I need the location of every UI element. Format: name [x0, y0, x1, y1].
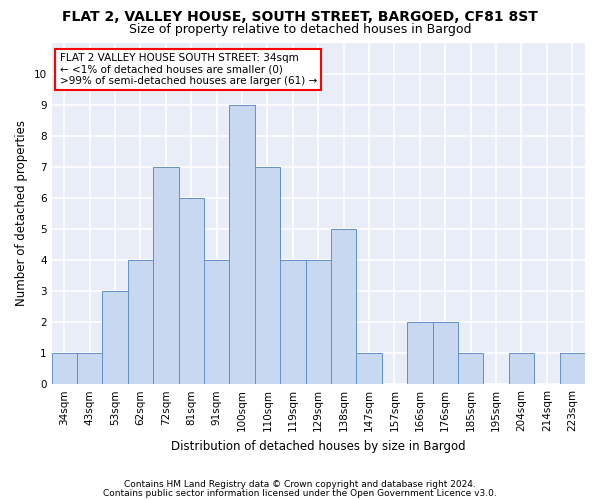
Bar — [128, 260, 153, 384]
Text: FLAT 2 VALLEY HOUSE SOUTH STREET: 34sqm
← <1% of detached houses are smaller (0): FLAT 2 VALLEY HOUSE SOUTH STREET: 34sqm … — [59, 53, 317, 86]
Y-axis label: Number of detached properties: Number of detached properties — [15, 120, 28, 306]
Bar — [52, 353, 77, 384]
Bar — [305, 260, 331, 384]
Bar — [407, 322, 433, 384]
Bar — [331, 229, 356, 384]
Bar — [280, 260, 305, 384]
Bar — [458, 353, 484, 384]
Bar — [204, 260, 229, 384]
Text: Size of property relative to detached houses in Bargod: Size of property relative to detached ho… — [129, 22, 471, 36]
Text: FLAT 2, VALLEY HOUSE, SOUTH STREET, BARGOED, CF81 8ST: FLAT 2, VALLEY HOUSE, SOUTH STREET, BARG… — [62, 10, 538, 24]
Bar — [229, 104, 255, 384]
Bar — [255, 166, 280, 384]
Bar — [103, 291, 128, 384]
Bar — [509, 353, 534, 384]
X-axis label: Distribution of detached houses by size in Bargod: Distribution of detached houses by size … — [171, 440, 466, 452]
Bar — [560, 353, 585, 384]
Bar — [77, 353, 103, 384]
Bar — [356, 353, 382, 384]
Bar — [153, 166, 179, 384]
Bar — [179, 198, 204, 384]
Text: Contains public sector information licensed under the Open Government Licence v3: Contains public sector information licen… — [103, 488, 497, 498]
Text: Contains HM Land Registry data © Crown copyright and database right 2024.: Contains HM Land Registry data © Crown c… — [124, 480, 476, 489]
Bar — [433, 322, 458, 384]
